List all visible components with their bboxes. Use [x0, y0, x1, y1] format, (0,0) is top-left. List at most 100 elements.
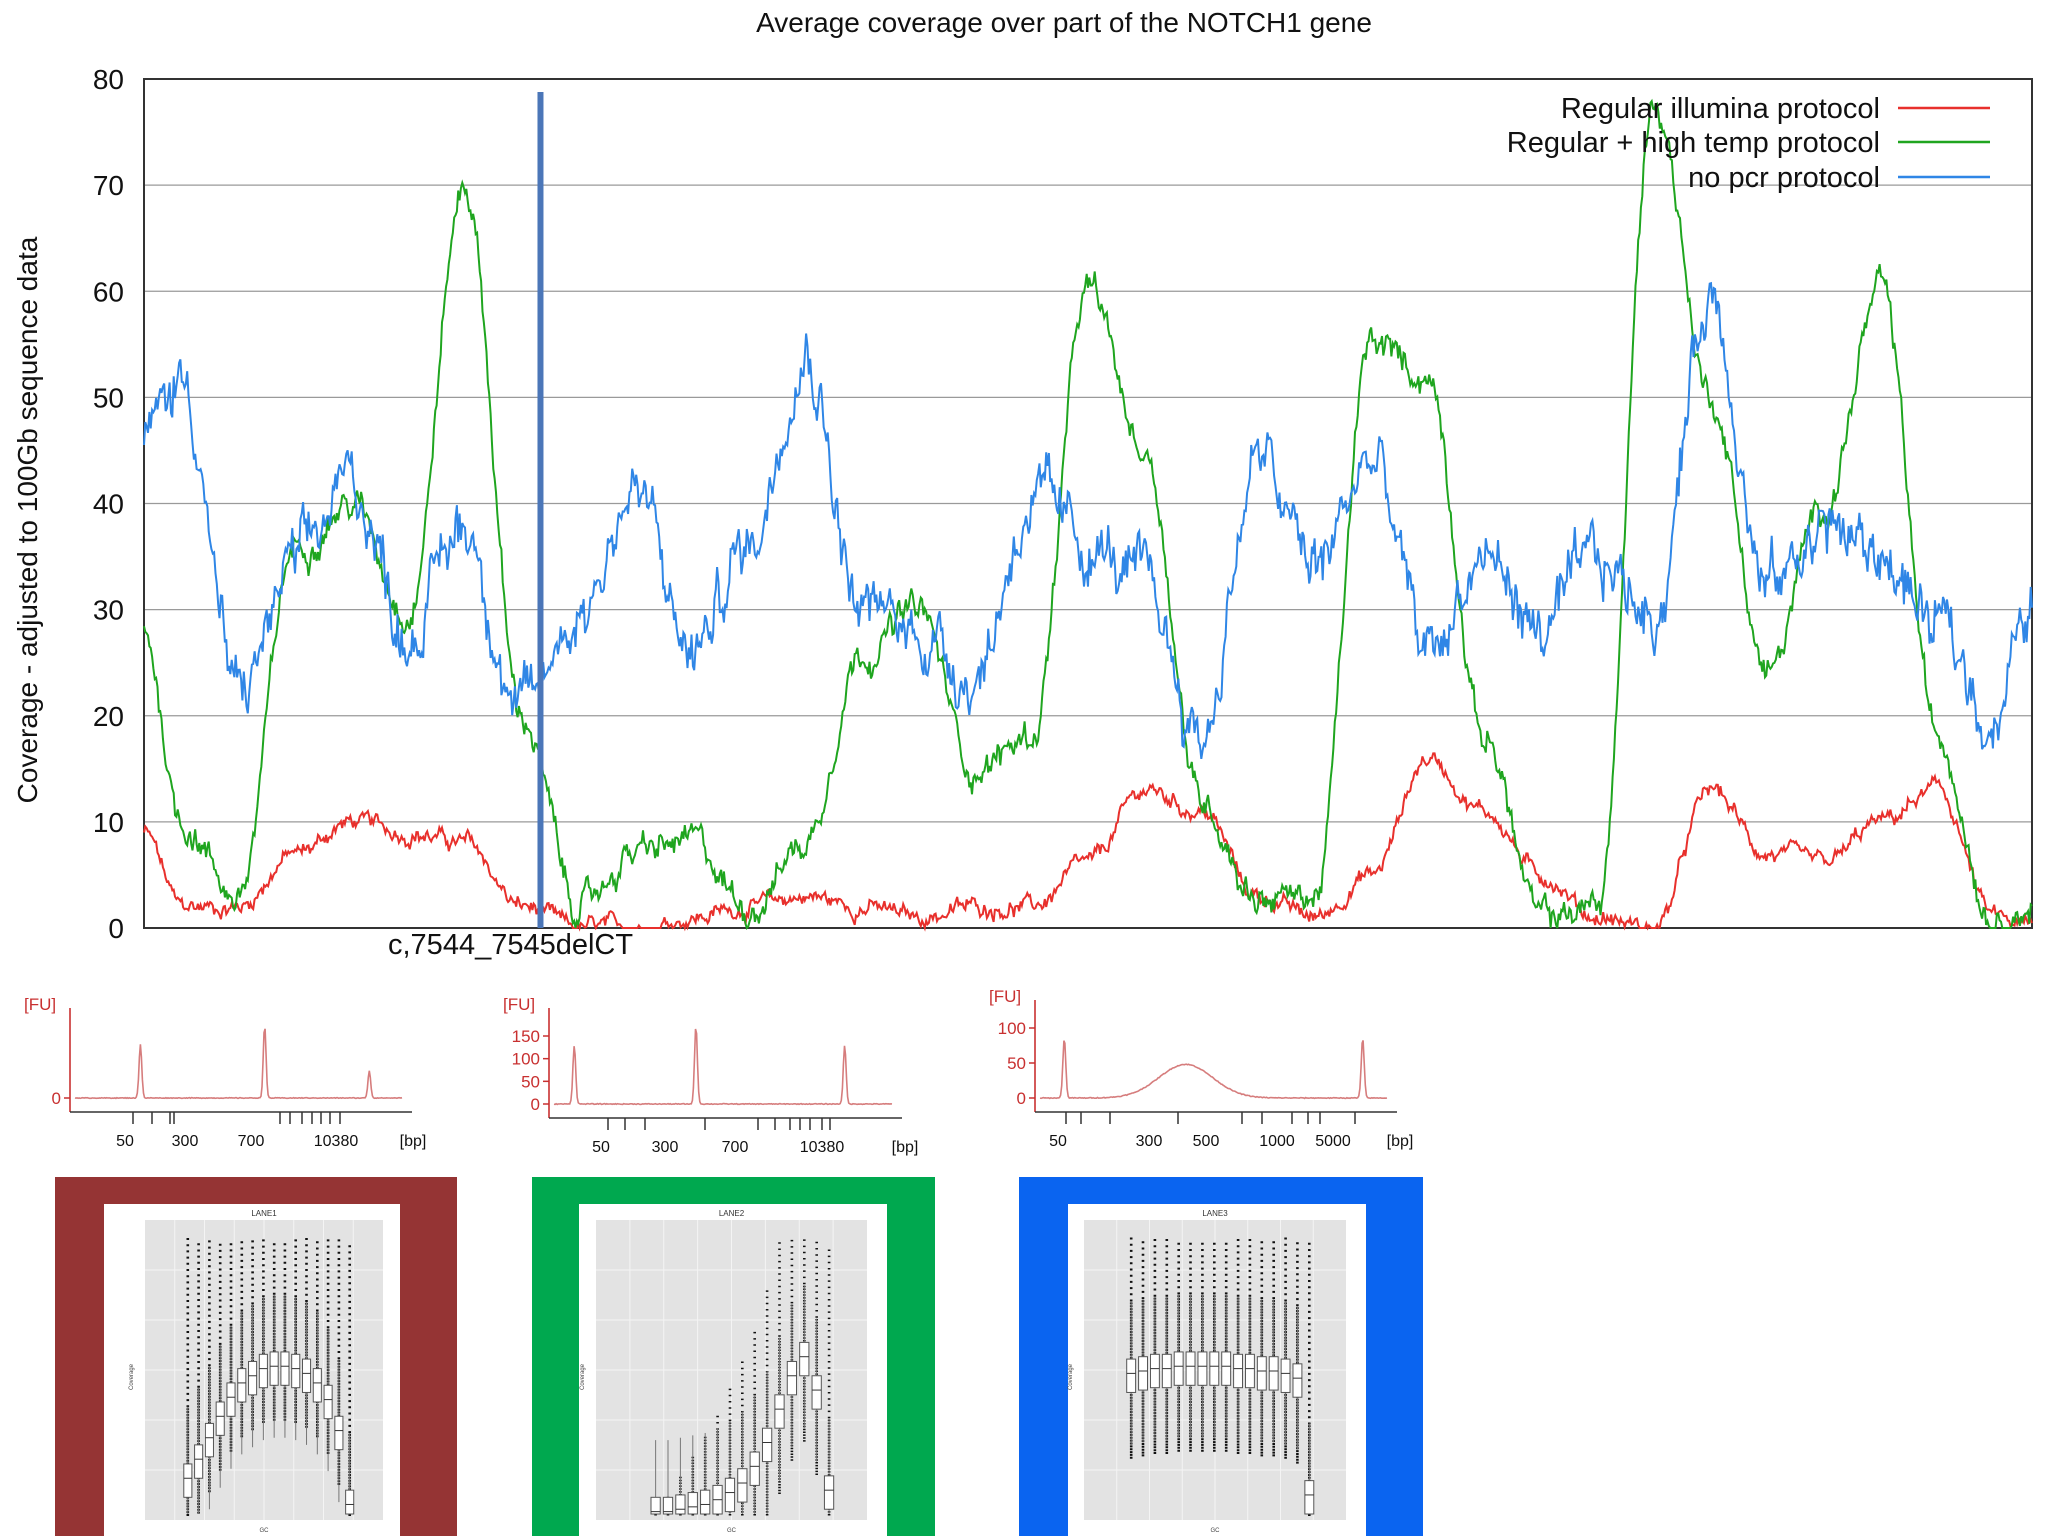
fu-y-tick-label: 100 — [998, 1019, 1026, 1038]
fu-x-tick-label: 300 — [1136, 1133, 1163, 1150]
box — [737, 1468, 748, 1503]
fu-x-tick-label: 50 — [116, 1133, 134, 1150]
box — [1185, 1351, 1196, 1386]
fu-x-tick-label: 50 — [1049, 1133, 1067, 1150]
box — [1197, 1351, 1208, 1386]
fu-trace — [553, 1028, 893, 1106]
fu-x-tick-label: 300 — [172, 1133, 199, 1150]
panel-title: LANE1 — [251, 1209, 277, 1218]
fu-x-tick-label: 700 — [238, 1133, 265, 1150]
fu-y-tick-label: 100 — [512, 1050, 540, 1069]
fu-y-tick-label: 50 — [521, 1072, 540, 1091]
series-line-1 — [143, 752, 2033, 932]
panel-x-label: GC — [1211, 1528, 1221, 1534]
box — [301, 1358, 312, 1393]
box — [1149, 1353, 1160, 1389]
box — [1292, 1363, 1303, 1398]
box — [194, 1444, 204, 1479]
y-tick-label: 70 — [93, 170, 124, 201]
fu-x-unit-label: [bp] — [400, 1133, 427, 1150]
fu-x-unit-label: [bp] — [1387, 1133, 1414, 1150]
fu-x-tick-label: 500 — [1193, 1133, 1220, 1150]
legend-label-2: Regular + high temp protocol — [1507, 127, 1880, 159]
box — [1221, 1351, 1232, 1386]
box — [215, 1401, 225, 1436]
box — [823, 1475, 835, 1510]
electropherogram-3: [FU] 0 50 100 50 300 500 1000 5000 [bp] — [989, 987, 1413, 1150]
box — [323, 1384, 333, 1420]
box — [237, 1368, 247, 1403]
gc-boxplot-lane2: LANE2 Coverage GC — [532, 1177, 935, 1536]
main-y-axis-label: Coverage - adjusted to 100Gb sequence da… — [12, 236, 43, 803]
fu-y-tick-label: 50 — [1007, 1054, 1026, 1073]
box — [1161, 1353, 1172, 1389]
y-tick-label: 50 — [93, 382, 124, 413]
panel-x-label: GC — [260, 1528, 270, 1534]
legend-label-1: Regular illumina protocol — [1561, 93, 1880, 125]
fu-y-tick-label: 0 — [52, 1089, 61, 1108]
mutation-annotation: c,7544_7545delCT — [388, 929, 633, 961]
panel-y-label: Coverage — [129, 1363, 135, 1390]
y-tick-label: 0 — [108, 913, 124, 944]
box — [786, 1360, 798, 1396]
fu-trace — [1039, 1040, 1388, 1100]
fu-x-unit-label: [bp] — [892, 1139, 919, 1156]
box — [1209, 1351, 1220, 1386]
fu-unit-label: [FU] — [503, 995, 535, 1014]
box — [687, 1492, 698, 1515]
fu-y-tick-label: 0 — [531, 1095, 540, 1114]
box — [675, 1494, 686, 1515]
panel-title: LANE2 — [719, 1209, 745, 1218]
box — [799, 1341, 810, 1377]
series-line-3 — [143, 281, 2033, 760]
box — [662, 1496, 674, 1515]
y-tick-label: 60 — [93, 276, 124, 307]
box — [724, 1477, 736, 1513]
fu-x-tick-label: 10380 — [800, 1139, 845, 1156]
fu-x-tick-label: 50 — [592, 1139, 610, 1156]
main-coverage-chart: 0 10 20 30 40 50 60 70 80 Regular illumina protoc… — [93, 64, 2033, 944]
electropherogram-1: [FU] 0 50 300 700 10380 [bp] — [24, 995, 426, 1150]
box — [334, 1415, 344, 1451]
fu-x-tick-label: 300 — [652, 1139, 679, 1156]
legend-label-3: no pcr protocol — [1688, 162, 1880, 194]
gc-boxplot-lane3: LANE3 Coverage GC — [1019, 1177, 1423, 1536]
box — [1256, 1356, 1267, 1391]
box — [1138, 1356, 1148, 1391]
box — [291, 1353, 301, 1389]
panel-title: LANE3 — [1202, 1209, 1228, 1218]
fu-trace — [74, 1028, 403, 1100]
y-tick-label: 10 — [93, 807, 124, 838]
box — [650, 1496, 661, 1515]
box — [280, 1351, 290, 1386]
fu-unit-label: [FU] — [24, 995, 56, 1014]
box — [749, 1451, 760, 1486]
box — [774, 1394, 785, 1429]
fu-x-tick-label: 5000 — [1315, 1133, 1351, 1150]
box — [226, 1382, 236, 1417]
box — [700, 1489, 711, 1515]
plot-frame — [143, 78, 2033, 929]
box — [1268, 1356, 1279, 1391]
y-tick-label: 30 — [93, 595, 124, 626]
box — [1233, 1353, 1244, 1389]
box — [811, 1375, 822, 1410]
box — [1244, 1353, 1255, 1389]
box — [1173, 1351, 1184, 1386]
fu-unit-label: [FU] — [989, 987, 1021, 1006]
panel-x-label: GC — [727, 1528, 737, 1534]
box — [269, 1351, 279, 1386]
box — [761, 1427, 773, 1463]
fu-x-tick-label: 700 — [722, 1139, 749, 1156]
box — [1280, 1358, 1291, 1393]
box — [248, 1360, 258, 1396]
box — [204, 1422, 214, 1458]
fu-x-tick-label: 1000 — [1259, 1133, 1295, 1150]
box — [1304, 1480, 1315, 1515]
y-tick-label: 40 — [93, 489, 124, 520]
gc-boxplot-lane1: LANE1 Coverage GC — [55, 1177, 457, 1536]
box — [258, 1353, 268, 1389]
panel-y-label: Coverage — [580, 1363, 586, 1390]
fu-y-tick-label: 0 — [1017, 1089, 1026, 1108]
